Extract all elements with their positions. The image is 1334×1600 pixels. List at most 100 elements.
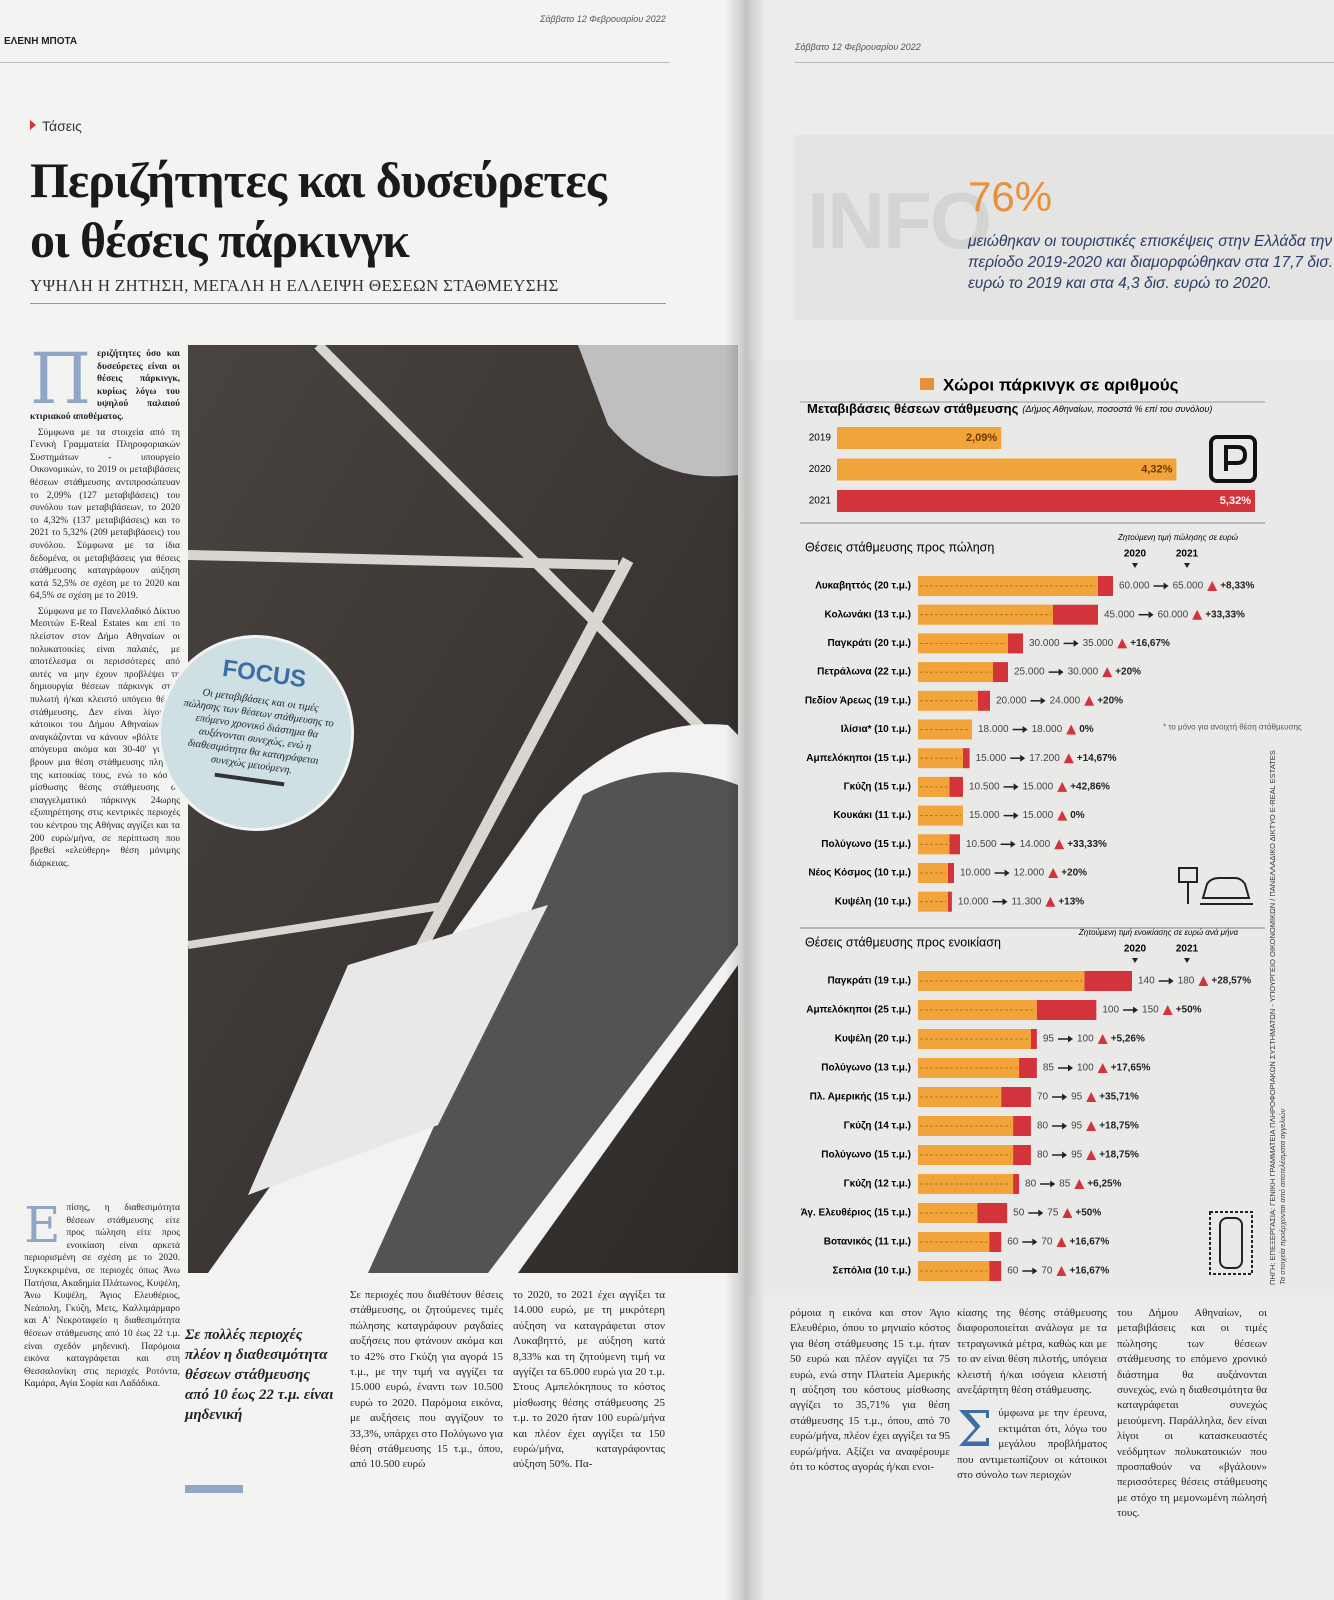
value-2021: 150: [1142, 1005, 1159, 1016]
category-label: Σεπόλια (10 τ.μ.): [833, 1266, 911, 1277]
change-marker: [1074, 1179, 1085, 1189]
parking-icon: [1209, 435, 1257, 483]
section-marker: [30, 120, 36, 130]
change-label: +13%: [1058, 896, 1084, 907]
value-2021: 35.000: [1083, 638, 1114, 649]
body-column: το 2020, το 2021 έχει αγγίξει τα 14.000 …: [513, 1289, 665, 1471]
value-2021: 30.000: [1068, 667, 1099, 678]
value-2021: 60.000: [1158, 609, 1189, 620]
paragraph: πίσης, η διαθεσιμότητα θέσεων στάθμευσης…: [24, 1203, 180, 1390]
bar-2021: [993, 662, 1008, 683]
year-marker: [1132, 958, 1138, 963]
quote-rule: [185, 1485, 243, 1493]
car: [578, 345, 738, 477]
change-label: +35,71%: [1099, 1092, 1139, 1103]
value-2020: 15.000: [969, 810, 1000, 821]
change-label: +16,67%: [1130, 638, 1170, 649]
value-2020: 140: [1138, 976, 1155, 987]
value-2021: 17.200: [1029, 753, 1060, 764]
infographic-bg: [745, 360, 1334, 1295]
value-2020: 30.000: [1029, 638, 1060, 649]
bar-2020: [918, 1029, 1031, 1049]
parking-line: [188, 550, 619, 570]
value-2021: 70: [1041, 1237, 1053, 1248]
info-box: INFO 76% μειώθηκαν οι τουριστικές επισκέ…: [795, 135, 1334, 320]
category-label: Παγκράτι (19 τ.μ.): [827, 976, 911, 987]
headline: Περιζήτητες και δυσεύρετες οι θέσεις πάρ…: [30, 150, 607, 270]
body-column: του Δήμου Αθηναίων, οι μεταβιβάσεις και …: [1117, 1307, 1267, 1520]
gutter-shadow: [725, 0, 765, 1600]
bar-2020: [918, 834, 950, 855]
car-icon-top: [1209, 1211, 1253, 1275]
category-label: Νέος Κόσμος (10 τ.μ.): [808, 868, 911, 879]
value-2020: 80: [1037, 1150, 1049, 1161]
value-2021: 95: [1071, 1150, 1083, 1161]
bar-2021: [1008, 633, 1023, 654]
arrow-head: [1010, 840, 1016, 848]
value-2020: 85: [1043, 1063, 1055, 1074]
year-marker: [1184, 958, 1190, 963]
change-marker: [1056, 1237, 1067, 1247]
rule: [795, 62, 1334, 63]
year-label: 2020: [1124, 549, 1147, 560]
date: Σάββατο 12 Φεβρουαρίου 2022: [540, 14, 666, 24]
value-2020: 10.500: [969, 782, 1000, 793]
parking-line: [188, 901, 449, 949]
rule: [0, 62, 670, 63]
info-figure: 76%: [968, 173, 1053, 220]
value-2021: 18.000: [1032, 724, 1063, 735]
category-label: Γκύζη (14 τ.μ.): [844, 1121, 911, 1132]
chart-title: Μεταβιβάσεις θέσεων στάθμευσης (Δήμος Αθη…: [807, 401, 1212, 416]
category-label: Αμπελόκηποι (25 τ.μ.): [806, 1005, 911, 1016]
change-label: +16,67%: [1069, 1266, 1109, 1277]
category-label: Άγ. Ελευθέριος (15 τ.μ.): [801, 1208, 911, 1219]
arrow-head: [1073, 639, 1079, 647]
value-2020: 10.000: [958, 896, 989, 907]
value-2020: 15.000: [976, 753, 1007, 764]
value-2021: 85: [1059, 1179, 1071, 1190]
year-marker: [1132, 563, 1138, 568]
infographic-title: Χώροι πάρκινγκ σε αριθμούς: [943, 375, 1179, 394]
arrow-head: [1163, 582, 1169, 590]
value-2020: 10.500: [966, 839, 997, 850]
bar-2021: [1084, 971, 1132, 991]
change-marker: [1066, 724, 1077, 735]
value-2020: 10.000: [960, 868, 991, 879]
change-marker: [1084, 695, 1095, 706]
section: Τάσεις: [42, 118, 82, 134]
arrow-head: [1062, 1093, 1068, 1101]
bar-2021: [1030, 1029, 1037, 1049]
change-marker: [1162, 1005, 1173, 1015]
value-2021: 180: [1178, 976, 1195, 987]
value-2021: 65.000: [1173, 581, 1204, 592]
arrow-head: [1062, 1151, 1068, 1159]
drop-cap: Σ: [957, 1400, 993, 1459]
value-2021: 11.300: [1011, 896, 1041, 907]
change-label: 0%: [1079, 724, 1094, 735]
change-marker: [1097, 1034, 1108, 1044]
body-column: Ε πίσης, η διαθεσιμότητα θέσεων στάθμευσ…: [24, 1202, 180, 1502]
body-column: Π εριζήτητες όσο και δυσεύρετες είναι οι…: [30, 348, 180, 1188]
arrow-head: [1062, 1122, 1068, 1130]
value-2021: 14.000: [1020, 839, 1051, 850]
info-label: INFO: [807, 176, 992, 265]
arrow-head: [1040, 697, 1046, 705]
change-label: +17,65%: [1111, 1063, 1151, 1074]
chart-title: Θέσεις στάθμευσης προς ενοικίαση: [805, 935, 1001, 949]
bar-2021: [989, 1261, 1002, 1281]
category-label: Γκύζη (12 τ.μ.): [844, 1179, 911, 1190]
value-2020: 18.000: [978, 724, 1009, 735]
bar-2020: [918, 776, 950, 797]
arrow-head: [1148, 611, 1154, 619]
change-marker: [1097, 1063, 1108, 1073]
arrow-head: [1058, 668, 1064, 676]
bar-2021: [1053, 604, 1098, 625]
arrow-head: [1133, 1006, 1139, 1014]
arrow-head: [1068, 1064, 1074, 1072]
change-label: +42,86%: [1070, 782, 1110, 793]
bar-2021: [978, 690, 990, 711]
bar-2021: [1001, 1087, 1031, 1107]
year-label: 2021: [1176, 549, 1199, 560]
arrow-head: [1013, 783, 1019, 791]
